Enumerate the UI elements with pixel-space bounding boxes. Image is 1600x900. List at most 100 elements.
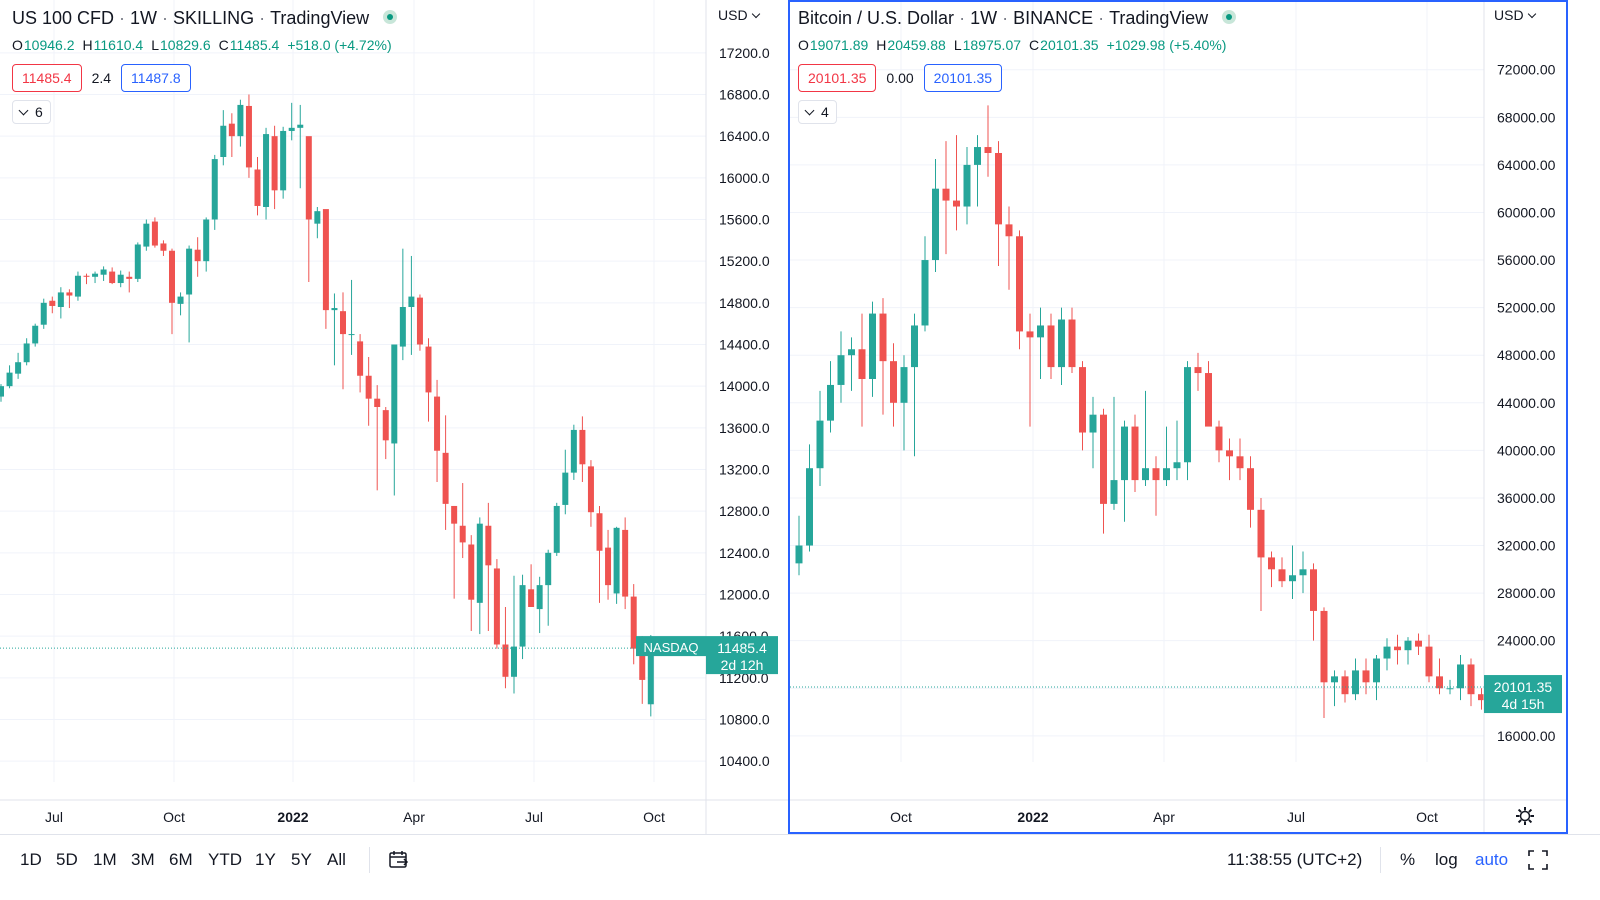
- candle[interactable]: [211, 154, 218, 230]
- candle[interactable]: [416, 294, 423, 351]
- buy-button[interactable]: 20101.35: [923, 64, 1003, 92]
- candle[interactable]: [49, 296, 56, 314]
- candle[interactable]: [271, 125, 278, 210]
- candle[interactable]: [331, 293, 338, 366]
- candle[interactable]: [203, 217, 210, 272]
- candle[interactable]: [984, 105, 992, 177]
- candle[interactable]: [15, 352, 22, 379]
- candle[interactable]: [1194, 352, 1202, 391]
- candle[interactable]: [1047, 313, 1055, 379]
- candle[interactable]: [476, 517, 483, 635]
- currency-selector[interactable]: USD: [718, 7, 760, 23]
- candle[interactable]: [953, 135, 960, 231]
- log-scale-toggle[interactable]: log: [1435, 850, 1458, 869]
- candle[interactable]: [848, 337, 855, 391]
- candle[interactable]: [263, 127, 270, 220]
- symbol-name[interactable]: Bitcoin / U.S. Dollar: [798, 8, 955, 28]
- candle[interactable]: [579, 416, 586, 482]
- candle[interactable]: [1289, 545, 1296, 600]
- candle[interactable]: [502, 607, 509, 689]
- candle[interactable]: [23, 338, 30, 366]
- candle[interactable]: [186, 245, 193, 343]
- candle[interactable]: [1173, 420, 1181, 481]
- candle[interactable]: [288, 102, 295, 141]
- candle[interactable]: [795, 515, 803, 576]
- goto-date-calendar-icon[interactable]: [388, 849, 410, 876]
- candle[interactable]: [1215, 420, 1223, 463]
- candle[interactable]: [1068, 307, 1076, 374]
- range-5y-button[interactable]: 5Y: [291, 850, 312, 869]
- candle[interactable]: [1404, 637, 1412, 665]
- candle[interactable]: [1016, 230, 1023, 350]
- candle[interactable]: [493, 559, 500, 649]
- range-1m-button[interactable]: 1M: [93, 850, 117, 869]
- candle[interactable]: [942, 141, 950, 255]
- candle[interactable]: [1257, 497, 1265, 611]
- candle[interactable]: [357, 334, 364, 393]
- candle[interactable]: [194, 237, 201, 277]
- candle[interactable]: [605, 529, 612, 600]
- candle[interactable]: [57, 287, 64, 319]
- candle[interactable]: [314, 207, 321, 239]
- sell-button[interactable]: 11485.4: [12, 64, 82, 92]
- candle[interactable]: [237, 99, 244, 147]
- candle[interactable]: [1362, 658, 1370, 695]
- candle[interactable]: [365, 357, 372, 426]
- candle[interactable]: [1100, 408, 1107, 534]
- candle[interactable]: [1352, 658, 1359, 701]
- candle[interactable]: [382, 407, 389, 460]
- candle[interactable]: [995, 141, 1002, 266]
- candle[interactable]: [408, 255, 415, 355]
- candle[interactable]: [442, 415, 449, 530]
- candle[interactable]: [1163, 426, 1170, 487]
- candle[interactable]: [1026, 313, 1034, 427]
- candle[interactable]: [1478, 688, 1485, 710]
- range-5d-button[interactable]: 5D: [56, 850, 78, 869]
- candle[interactable]: [169, 248, 175, 335]
- candle[interactable]: [613, 526, 620, 604]
- candle[interactable]: [425, 338, 432, 422]
- candle[interactable]: [519, 574, 526, 660]
- right-chart-pane[interactable]: 72000.00 68000.00 64000.00 60000.00 56000.00…: [788, 0, 1568, 834]
- chart-settings-gear-icon[interactable]: [1515, 806, 1535, 831]
- candle[interactable]: [322, 209, 329, 329]
- auto-scale-toggle[interactable]: auto: [1475, 850, 1509, 869]
- candle[interactable]: [1089, 396, 1097, 469]
- candle[interactable]: [1005, 206, 1013, 290]
- candle[interactable]: [1079, 361, 1086, 451]
- candle[interactable]: [245, 94, 252, 178]
- candle[interactable]: [177, 292, 184, 316]
- candle[interactable]: [1247, 456, 1254, 528]
- candle[interactable]: [1236, 438, 1244, 481]
- candle[interactable]: [890, 343, 897, 427]
- buy-button[interactable]: 11487.8: [121, 64, 191, 92]
- candle[interactable]: [451, 505, 458, 599]
- candle[interactable]: [630, 584, 637, 665]
- candle[interactable]: [911, 313, 918, 457]
- candle[interactable]: [6, 365, 13, 389]
- candle[interactable]: [297, 104, 304, 189]
- candle[interactable]: [485, 502, 492, 631]
- us100-chart[interactable]: 17200.0 16800.0 16400.0 16000.0 15600.0 15200…: [0, 0, 788, 834]
- candle[interactable]: [1467, 658, 1475, 707]
- candle[interactable]: [66, 289, 73, 309]
- candle[interactable]: [816, 390, 824, 487]
- range-3m-button[interactable]: 3M: [131, 850, 155, 869]
- candle[interactable]: [109, 267, 116, 285]
- candle[interactable]: [348, 279, 355, 355]
- candle[interactable]: [1310, 563, 1317, 641]
- candle[interactable]: [1037, 307, 1044, 379]
- candle[interactable]: [553, 502, 560, 556]
- candle[interactable]: [596, 505, 603, 603]
- range-6m-button[interactable]: 6M: [169, 850, 193, 869]
- candle[interactable]: [0, 384, 4, 402]
- candle[interactable]: [587, 460, 594, 527]
- candle[interactable]: [1205, 361, 1212, 427]
- candle[interactable]: [545, 549, 552, 626]
- candle[interactable]: [869, 301, 876, 397]
- candle[interactable]: [1383, 638, 1391, 671]
- candle[interactable]: [340, 292, 346, 390]
- candle[interactable]: [1373, 654, 1380, 701]
- candle[interactable]: [134, 242, 141, 282]
- candle[interactable]: [1226, 438, 1233, 481]
